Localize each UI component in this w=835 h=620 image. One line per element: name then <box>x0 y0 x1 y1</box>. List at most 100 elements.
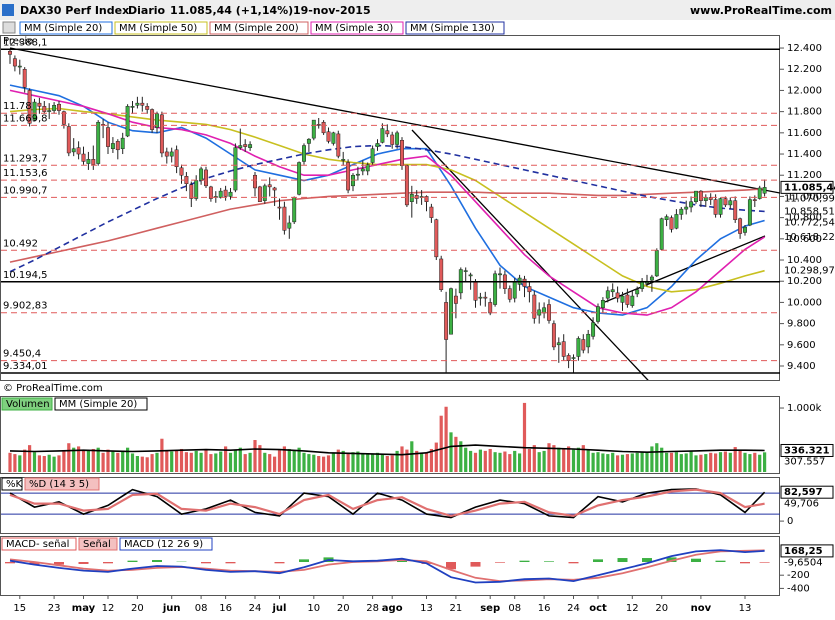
candle-body <box>498 273 502 276</box>
candle-body <box>752 199 757 201</box>
candle-body <box>257 186 262 202</box>
panel-label: Precio <box>3 36 33 47</box>
y-tick-label: 11.400 <box>787 149 822 160</box>
legend-box <box>310 21 404 35</box>
candle-body <box>37 102 42 107</box>
volume-bar <box>351 452 355 472</box>
value-box <box>780 485 834 499</box>
candle-body <box>738 218 743 234</box>
volume-bar <box>596 452 600 472</box>
candle-body <box>71 148 76 153</box>
volume-bar <box>238 447 242 472</box>
candle-body <box>57 103 61 111</box>
date: 19-nov-2015 <box>293 4 371 17</box>
x-tick-label: oct <box>589 603 607 614</box>
candle-body <box>106 127 110 147</box>
volume-bar <box>67 443 71 472</box>
volume-bar <box>449 432 453 472</box>
x-tick-label: nov <box>691 603 712 614</box>
volume-bar <box>380 454 384 472</box>
volume-bar <box>645 451 649 472</box>
candle-body <box>635 289 640 295</box>
level-label: 9.902,83 <box>3 301 48 312</box>
legend-label: MM (Simple 130) <box>410 23 495 34</box>
volume-bar <box>395 450 399 472</box>
volume-bar <box>150 454 154 472</box>
volume-bar <box>635 452 639 472</box>
x-tick-label: 16 <box>219 603 232 614</box>
candle-body <box>493 273 498 305</box>
legend-box <box>24 477 100 491</box>
candle-body <box>512 282 517 299</box>
candle-body <box>429 206 434 218</box>
y-tick-label: 11.200 <box>787 170 822 181</box>
volume-bar <box>341 450 345 472</box>
volume-bar <box>748 454 752 472</box>
volume-bar <box>312 454 316 472</box>
candle-body <box>757 187 762 199</box>
candle-body <box>434 219 439 258</box>
x-tick-label: 24 <box>249 603 262 614</box>
volume-bar <box>23 449 27 472</box>
volume-bar <box>356 451 360 472</box>
y-tick-label: -200 <box>787 570 810 581</box>
volume-bar <box>130 453 135 472</box>
level-label: 11.153,6 <box>3 168 48 179</box>
volume-bar <box>253 440 257 472</box>
volume-bar <box>52 456 56 472</box>
y-tick-label: 12.200 <box>787 64 822 75</box>
moving-average <box>9 84 765 316</box>
candle-body <box>605 290 610 299</box>
volume-bar <box>224 446 228 472</box>
volume-bar <box>116 452 120 472</box>
x-tick-label: jun <box>162 603 181 614</box>
volume-bar <box>669 452 674 472</box>
histogram-bar <box>495 562 505 563</box>
candle-body <box>66 126 71 154</box>
value-marker: 11.085,44 <box>784 182 835 193</box>
value-box <box>780 180 834 194</box>
volume-bar <box>287 448 291 472</box>
candle-body <box>547 304 551 321</box>
volume-bar <box>434 442 438 472</box>
candle-body <box>733 200 738 220</box>
oscillator-line <box>9 488 766 519</box>
candle-body <box>615 292 620 299</box>
candle-body <box>61 111 66 125</box>
candle-body <box>370 148 375 163</box>
candle-body <box>390 134 395 145</box>
volume-bar <box>429 448 433 472</box>
legend-label: Volumen <box>6 399 50 410</box>
volume-bar <box>415 450 419 472</box>
value-marker: 11.070,99 <box>784 193 835 204</box>
candle-body <box>52 105 57 111</box>
candle-body <box>287 222 292 229</box>
volume-bar <box>248 452 252 472</box>
volume-bar <box>620 454 625 472</box>
volume-bar <box>170 451 174 472</box>
candle-body <box>669 217 674 230</box>
volume-bar <box>601 453 605 472</box>
header-bar <box>0 0 835 20</box>
stoch-frame <box>0 477 780 534</box>
candle-body <box>331 132 336 144</box>
candle-body <box>282 206 287 231</box>
candle-body <box>694 190 698 202</box>
trend-line <box>9 47 780 194</box>
volume-bar <box>400 446 404 472</box>
volume-bar <box>513 450 517 472</box>
volume-bar <box>302 452 306 472</box>
candle-body <box>713 199 718 215</box>
x-tick-label: 20 <box>337 603 350 614</box>
volume-bar <box>689 450 693 472</box>
legend-label: MM (Simple 20) <box>59 399 137 410</box>
volume-bar <box>57 455 61 472</box>
candle-body <box>159 114 164 154</box>
trend-line <box>411 129 649 380</box>
volume-bar <box>483 450 487 472</box>
volume-bar <box>106 449 110 472</box>
level-label: 11.78 <box>3 101 32 112</box>
legend-label: MM (Simple 20) <box>24 23 102 34</box>
legend-box <box>114 21 208 35</box>
candle-body <box>689 201 694 208</box>
